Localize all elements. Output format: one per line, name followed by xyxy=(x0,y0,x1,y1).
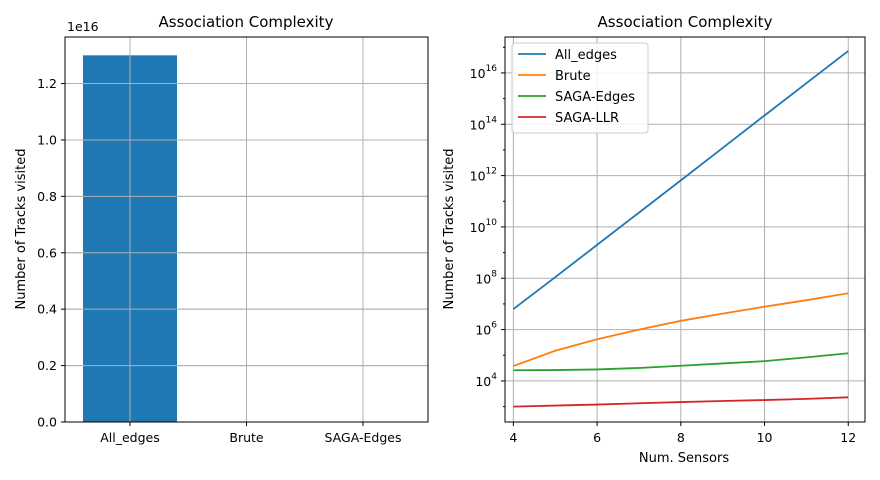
line-chart-legend-label: Brute xyxy=(555,69,591,84)
line-chart-legend-label: All_edges xyxy=(555,48,617,63)
bar-chart-x-tick-label: SAGA-Edges xyxy=(325,430,402,445)
line-chart-y-tick-label: 1016 xyxy=(470,64,498,81)
line-chart-series-line xyxy=(513,352,849,372)
line-chart-series-line xyxy=(513,396,849,408)
line-chart-y-tick-label: 1014 xyxy=(470,115,498,132)
line-chart-series-line xyxy=(513,292,849,367)
line-chart-x-tick-label: 10 xyxy=(757,430,773,445)
bar-chart-y-tick-label: 0.6 xyxy=(37,245,57,260)
line-chart-x-tick-label: 12 xyxy=(840,430,856,445)
bar-chart-y-tick-label: 1.2 xyxy=(37,76,57,91)
bar-chart-y-tick-label: 0.8 xyxy=(37,189,57,204)
bar-chart-bars xyxy=(65,37,428,423)
bar-chart-y-tick-label: 0.4 xyxy=(37,302,57,317)
line-chart-series-line xyxy=(512,50,849,310)
bar-chart: 0.0 0.2 0.4 0.6 0.8 1.0 1.2 All_edges Brute SAGA-… xyxy=(14,13,429,445)
line-chart-title: Association Complexity xyxy=(598,13,773,31)
line-chart-legend-frame xyxy=(511,42,649,134)
bar-chart-y-tick-label: 1.0 xyxy=(37,132,57,147)
line-chart-legend: All_edges Brute SAGA-Edges SAGA-LLR xyxy=(511,42,649,134)
line-chart-x-tick-label: 8 xyxy=(677,430,685,445)
bar-chart-y-tick-label: 0.0 xyxy=(37,415,57,430)
bar-chart-x-tick-label: Brute xyxy=(229,430,264,445)
line-chart-axes-frame xyxy=(504,36,866,423)
line-chart-y-tick-label: 106 xyxy=(475,321,497,338)
line-chart-x-tick-label: 4 xyxy=(509,430,517,445)
bar-chart-y-tick-label: 0.2 xyxy=(37,358,57,373)
line-chart-y-axis-label: Number of Tracks visited xyxy=(442,149,457,310)
bar-chart-offset-label: 1e16 xyxy=(67,19,99,34)
line-chart-x-axis-label: Num. Sensors xyxy=(639,451,729,466)
bar-chart-title: Association Complexity xyxy=(159,13,334,31)
bar-chart-ticks: 0.0 0.2 0.4 0.6 0.8 1.0 1.2 All_edges Brute SAGA-… xyxy=(37,76,401,445)
line-chart-y-tick-label: 108 xyxy=(475,269,497,286)
line-chart-legend-label: SAGA-LLR xyxy=(555,111,619,126)
line-chart-y-tick-label: 1010 xyxy=(470,218,498,235)
line-chart-x-tick-label: 6 xyxy=(593,430,601,445)
line-chart-y-tick-label: 1012 xyxy=(470,167,497,184)
line-chart-series xyxy=(512,50,849,408)
bar-chart-x-tick-label: All_edges xyxy=(100,430,160,445)
bar-chart-y-axis-label: Number of Tracks visited xyxy=(14,149,29,310)
line-chart-y-tick-label: 104 xyxy=(475,372,497,389)
line-chart-legend-label: SAGA-Edges xyxy=(555,90,635,105)
